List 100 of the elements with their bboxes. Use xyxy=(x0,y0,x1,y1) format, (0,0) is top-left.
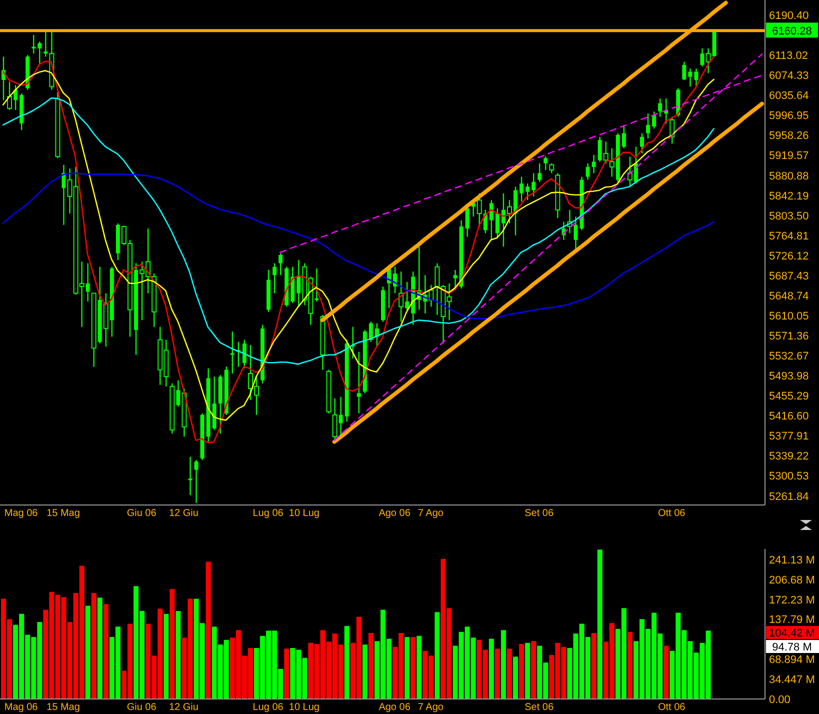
x-tick-label: Lug 06 xyxy=(252,508,284,519)
y-tick-label: 5764.81 xyxy=(769,230,809,242)
candlestick xyxy=(652,110,656,130)
candlestick xyxy=(188,456,192,496)
x-tick-label: 12 Giu xyxy=(168,702,198,713)
y-tick-label: 5339.22 xyxy=(769,450,809,463)
x-tick-label: 10 Lug xyxy=(288,702,320,713)
bar xyxy=(103,604,108,699)
x-tick-label: Set 06 xyxy=(524,508,554,519)
candlestick xyxy=(453,269,458,291)
bar xyxy=(494,648,500,699)
bar xyxy=(531,641,536,699)
candlestick xyxy=(272,262,277,294)
bar xyxy=(664,646,669,699)
y-tick-label: 5532.67 xyxy=(769,350,809,363)
candlestick xyxy=(538,162,542,183)
candlestick xyxy=(586,162,590,180)
bar xyxy=(434,612,440,699)
y-tick-label: 5687.43 xyxy=(769,270,809,282)
y-tick-label: 5880.88 xyxy=(769,170,809,182)
candlestick xyxy=(230,330,234,374)
bar xyxy=(170,588,175,699)
y-tick-label: 5493.98 xyxy=(769,370,809,383)
x-tick-label: Ott 06 xyxy=(658,702,686,713)
x-tick-label: 7 Ago xyxy=(418,702,444,713)
y-tick-label: 5958.26 xyxy=(769,130,809,142)
y-tick-label: 206.68 M xyxy=(769,574,815,586)
y-tick-label: 5726.12 xyxy=(769,250,809,262)
bar xyxy=(176,610,181,699)
candlestick xyxy=(526,182,530,201)
candlestick xyxy=(688,68,692,88)
x-tick-label: Mag 06 xyxy=(4,702,38,713)
bar xyxy=(206,562,211,699)
x-tick-label: 10 Lug xyxy=(288,508,320,519)
y-tick-label: 6113.02 xyxy=(769,50,808,62)
y-tick-label: 68.894 M xyxy=(769,654,815,666)
x-tick-label: Mag 06 xyxy=(4,508,38,519)
x-tick-label: 12 Giu xyxy=(168,508,198,519)
bar xyxy=(362,644,368,699)
bar xyxy=(97,598,102,699)
candlestick xyxy=(62,164,66,226)
y-tick-label: 5996.95 xyxy=(769,110,809,122)
candlestick xyxy=(520,176,524,202)
line-series xyxy=(2,172,714,320)
candlestick xyxy=(278,252,283,276)
bar xyxy=(525,642,530,699)
y-tick-label: 172.23 M xyxy=(769,594,815,606)
x-tick-label: Lug 06 xyxy=(252,702,284,713)
x-tick-label: Ago 06 xyxy=(378,702,411,713)
bar xyxy=(500,630,506,699)
x-tick-label: 15 Mag xyxy=(46,508,80,519)
y-tick-label: 6035.64 xyxy=(769,90,809,102)
candlestick xyxy=(694,68,698,88)
candlestick xyxy=(495,208,500,239)
y-tick-label: 5803.50 xyxy=(769,210,809,222)
x-tick-label: Set 06 xyxy=(524,702,554,713)
text: 104.42 M xyxy=(769,628,815,640)
x-tick-label: 15 Mag xyxy=(46,702,80,713)
bar xyxy=(284,648,290,699)
bar xyxy=(410,637,416,699)
y-tick-label: 241.13 M xyxy=(769,554,815,566)
candlestick xyxy=(242,339,246,369)
candlestick xyxy=(32,34,36,54)
candlestick xyxy=(368,321,373,343)
bar xyxy=(344,626,350,699)
y-tick-label: 5919.57 xyxy=(769,150,809,162)
bar xyxy=(597,550,602,699)
candlestick xyxy=(658,98,662,118)
candlestick xyxy=(682,61,686,81)
y-tick-label: 5610.05 xyxy=(769,310,809,322)
y-tick-label: 34.447 M xyxy=(769,674,815,686)
y-tick-label: 5377.91 xyxy=(769,430,809,443)
candlestick xyxy=(356,351,361,414)
candlestick xyxy=(532,172,536,198)
candlestick xyxy=(465,206,470,238)
bar xyxy=(416,636,422,699)
candlestick xyxy=(640,132,644,154)
bar xyxy=(591,632,596,699)
x-tick-label: Ott 06 xyxy=(658,508,686,519)
candlestick xyxy=(592,154,596,174)
line-series xyxy=(2,97,714,365)
y-tick-label: 137.79 M xyxy=(769,614,815,626)
bar xyxy=(164,614,169,699)
x-tick-label: Giu 06 xyxy=(126,702,157,713)
bar xyxy=(85,606,90,699)
bar xyxy=(627,632,632,699)
y-tick-label: 5455.29 xyxy=(769,390,809,403)
candlestick xyxy=(646,112,650,140)
bar xyxy=(519,644,524,699)
y-tick-label: 6190.40 xyxy=(769,10,809,22)
candlestick xyxy=(38,41,42,64)
bar xyxy=(488,638,494,699)
text: 94.78 M xyxy=(772,642,812,654)
candlestick xyxy=(544,156,548,171)
bar xyxy=(506,648,512,699)
candlestick xyxy=(194,459,198,504)
y-tick-label: 5648.74 xyxy=(769,290,809,302)
y-tick-label: 6074.33 xyxy=(769,70,809,82)
x-tick-label: Giu 06 xyxy=(126,508,157,519)
y-tick-label: 5261.84 xyxy=(769,490,809,503)
